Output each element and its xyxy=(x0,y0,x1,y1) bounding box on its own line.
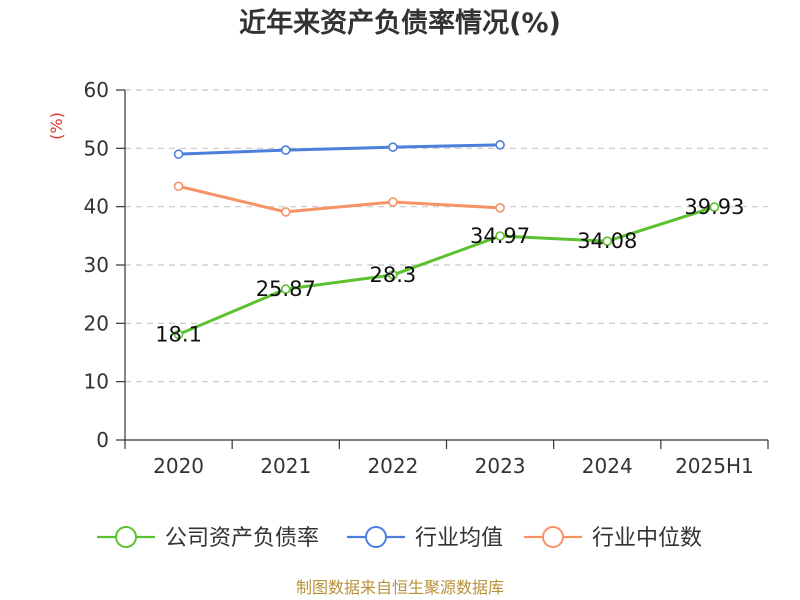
y-axis-unit-label: (%) xyxy=(47,112,66,140)
point-series-2-2022 xyxy=(388,197,398,207)
axes: 0 10 20 30 40 50 60 2020 2021 2022 2023 2024 2025H1 (… xyxy=(47,78,769,478)
y-tick-label-60: 60 xyxy=(84,78,109,102)
y-tick-label-50: 50 xyxy=(84,136,109,160)
y-tick-label-10: 10 xyxy=(84,370,109,394)
point-series-0-2023 xyxy=(495,231,505,241)
point-series-1-2022 xyxy=(388,142,398,152)
grid-lines xyxy=(125,89,768,383)
legend-marker-2 xyxy=(542,526,564,548)
x-tick-label-2022: 2022 xyxy=(367,454,418,478)
data-label-2023: 34.97 xyxy=(470,224,530,248)
series-line-1 xyxy=(177,143,502,156)
y-tick-label-20: 20 xyxy=(84,311,109,335)
legend-label-2: 行业中位数 xyxy=(592,526,702,551)
legend-marker-1 xyxy=(365,526,387,548)
point-series-2-2020 xyxy=(173,181,184,192)
legend-marker-0 xyxy=(115,526,137,548)
point-series-1-2021 xyxy=(280,145,291,155)
point-series-0-2022 xyxy=(388,270,398,280)
data-label-2024: 34.08 xyxy=(577,229,637,253)
source-note: 制图数据来自恒生聚源数据库 xyxy=(295,578,504,597)
point-series-0-2025H1 xyxy=(709,202,720,212)
x-tick-label-2025H1: 2025H1 xyxy=(675,454,754,478)
series-group xyxy=(173,140,720,340)
point-series-1-2023 xyxy=(495,140,505,150)
y-tick-label-40: 40 xyxy=(84,195,109,219)
chart-title: 近年来资产负债率情况(%) xyxy=(239,8,561,39)
x-tick-label-2020: 2020 xyxy=(153,454,204,478)
series-line-0 xyxy=(177,205,716,336)
data-label-2020: 18.1 xyxy=(155,322,202,346)
data-label-2021: 25.87 xyxy=(256,277,316,301)
y-tick-label-30: 30 xyxy=(84,253,109,277)
x-tick-label-2021: 2021 xyxy=(260,454,311,478)
legend: 公司资产负债率 行业均值 行业中位数 xyxy=(97,526,702,551)
point-series-2-2023 xyxy=(495,203,505,213)
point-series-0-2024 xyxy=(602,236,613,246)
x-tick-label-2024: 2024 xyxy=(582,454,633,478)
point-series-0-2020 xyxy=(173,329,184,340)
x-tick-label-2023: 2023 xyxy=(475,454,526,478)
point-series-2-2021 xyxy=(280,207,291,217)
point-series-1-2020 xyxy=(173,149,184,159)
data-label-2025H1: 39.93 xyxy=(684,195,744,219)
series-line-2 xyxy=(177,184,502,214)
legend-label-0: 公司资产负债率 xyxy=(165,526,319,551)
data-label-2022: 28.3 xyxy=(370,263,417,287)
legend-label-1: 行业均值 xyxy=(415,526,503,551)
data-labels: 18.1 25.87 28.3 34.97 34.08 39.93 xyxy=(155,195,744,346)
y-tick-label-0: 0 xyxy=(96,428,109,452)
point-series-0-2021 xyxy=(280,284,291,294)
